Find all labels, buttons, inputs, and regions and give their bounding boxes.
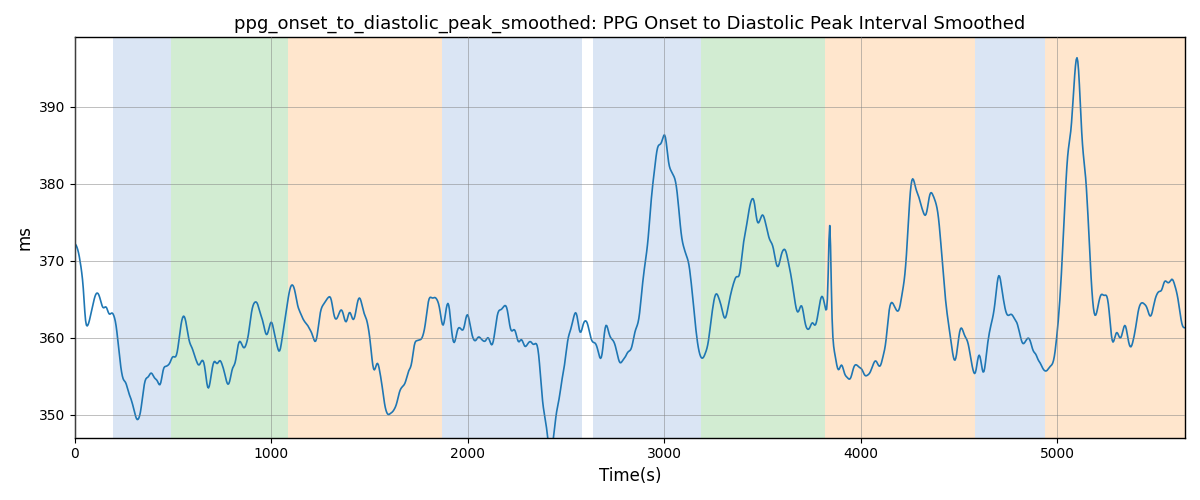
Bar — [594, 38, 686, 438]
Bar — [701, 38, 826, 438]
X-axis label: Time(s): Time(s) — [599, 467, 661, 485]
Y-axis label: ms: ms — [16, 225, 34, 250]
Title: ppg_onset_to_diastolic_peak_smoothed: PPG Onset to Diastolic Peak Interval Smoot: ppg_onset_to_diastolic_peak_smoothed: PP… — [234, 15, 1026, 34]
Bar — [288, 38, 442, 438]
Bar — [686, 38, 701, 438]
Bar — [113, 38, 170, 438]
Bar — [974, 38, 1045, 438]
Bar — [826, 38, 974, 438]
Bar — [442, 38, 582, 438]
Bar — [170, 38, 288, 438]
Bar — [1045, 38, 1195, 438]
